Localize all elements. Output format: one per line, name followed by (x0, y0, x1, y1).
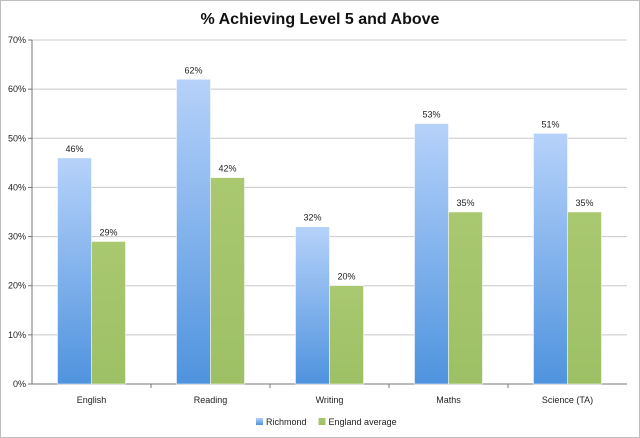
data-label-england-average: 35% (575, 198, 593, 208)
data-label-richmond: 46% (65, 144, 83, 154)
data-label-richmond: 53% (422, 110, 440, 120)
x-tick-label: Maths (436, 395, 461, 405)
y-tick-label: 20% (8, 281, 26, 291)
bars (57, 79, 602, 385)
gridlines (32, 39, 627, 336)
data-label-richmond: 32% (303, 213, 321, 223)
y-tick-label: 30% (8, 232, 26, 242)
data-label-england-average: 20% (337, 272, 355, 282)
bar-england-average (567, 211, 602, 385)
data-label-england-average: 42% (218, 164, 236, 174)
axes: 0% 10% 20% 30% 40% 50% 60% 70% English Reading Wri… (8, 35, 627, 405)
chart-title: % Achieving Level 5 and Above (201, 11, 440, 28)
legend-swatch-richmond (256, 418, 263, 425)
x-tick-label: Science (TA) (542, 395, 593, 405)
bar-richmond (176, 79, 211, 385)
y-tick-label: 10% (8, 330, 26, 340)
legend-swatch-england-average (318, 418, 326, 425)
bar-england-average (210, 177, 245, 385)
y-tick-label: 60% (8, 84, 26, 94)
bar-richmond (533, 133, 568, 385)
legend: Richmond England average (256, 417, 397, 427)
x-tick-label: Writing (316, 395, 344, 405)
y-tick-label: 50% (8, 133, 26, 143)
bar-england-average (329, 285, 364, 385)
bar-england-average (448, 211, 483, 385)
legend-label-england-average: England average (329, 417, 397, 427)
data-labels: 46% 29% 62% 42% 32% 20% 53% 35% 51% 35% (65, 65, 593, 281)
y-tick-label: 0% (13, 379, 26, 389)
bar-richmond (57, 157, 92, 385)
data-label-england-average: 29% (99, 227, 117, 237)
legend-label-richmond: Richmond (266, 417, 307, 427)
data-label-england-average: 35% (456, 198, 474, 208)
bar-richmond (295, 226, 330, 385)
bar-england-average (91, 241, 126, 385)
bar-richmond (414, 123, 449, 385)
x-tick-label: English (77, 395, 107, 405)
y-tick-label: 70% (8, 35, 26, 45)
y-tick-label: 40% (8, 182, 26, 192)
x-tick-label: Reading (194, 395, 228, 405)
data-label-richmond: 51% (541, 119, 559, 129)
data-label-richmond: 62% (184, 65, 202, 75)
